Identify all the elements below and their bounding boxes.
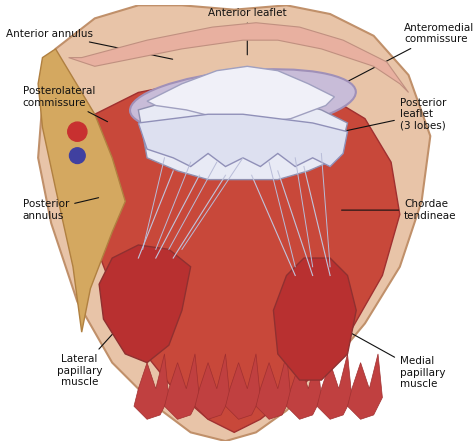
Circle shape (70, 148, 85, 164)
Text: Anterior leaflet: Anterior leaflet (208, 8, 287, 55)
Text: Posterolateral
commissure: Posterolateral commissure (23, 86, 108, 122)
Text: Posterior
annulus: Posterior annulus (23, 198, 99, 221)
Polygon shape (256, 354, 291, 419)
Polygon shape (317, 354, 352, 419)
Text: Anterior annulus: Anterior annulus (6, 29, 173, 59)
Polygon shape (164, 354, 200, 419)
Text: Chordae
tendineae: Chordae tendineae (342, 199, 456, 221)
Polygon shape (286, 354, 321, 419)
Polygon shape (134, 354, 169, 419)
Polygon shape (195, 354, 230, 419)
Text: Anteromedial
commissure: Anteromedial commissure (346, 23, 474, 83)
Text: Lateral
papillary
muscle: Lateral papillary muscle (57, 312, 132, 387)
Polygon shape (82, 84, 400, 432)
Polygon shape (273, 258, 356, 380)
Polygon shape (38, 49, 125, 332)
Polygon shape (138, 92, 347, 180)
Text: Medial
papillary
muscle: Medial papillary muscle (328, 320, 445, 389)
Polygon shape (138, 114, 347, 166)
Ellipse shape (130, 69, 356, 133)
Polygon shape (38, 5, 430, 441)
Ellipse shape (160, 85, 326, 126)
Polygon shape (147, 66, 335, 123)
Polygon shape (69, 23, 409, 92)
Circle shape (68, 122, 87, 141)
Polygon shape (226, 354, 260, 419)
Polygon shape (347, 354, 383, 419)
Text: Posterior
leaflet
(3 lobes): Posterior leaflet (3 lobes) (324, 98, 446, 136)
Polygon shape (99, 245, 191, 363)
